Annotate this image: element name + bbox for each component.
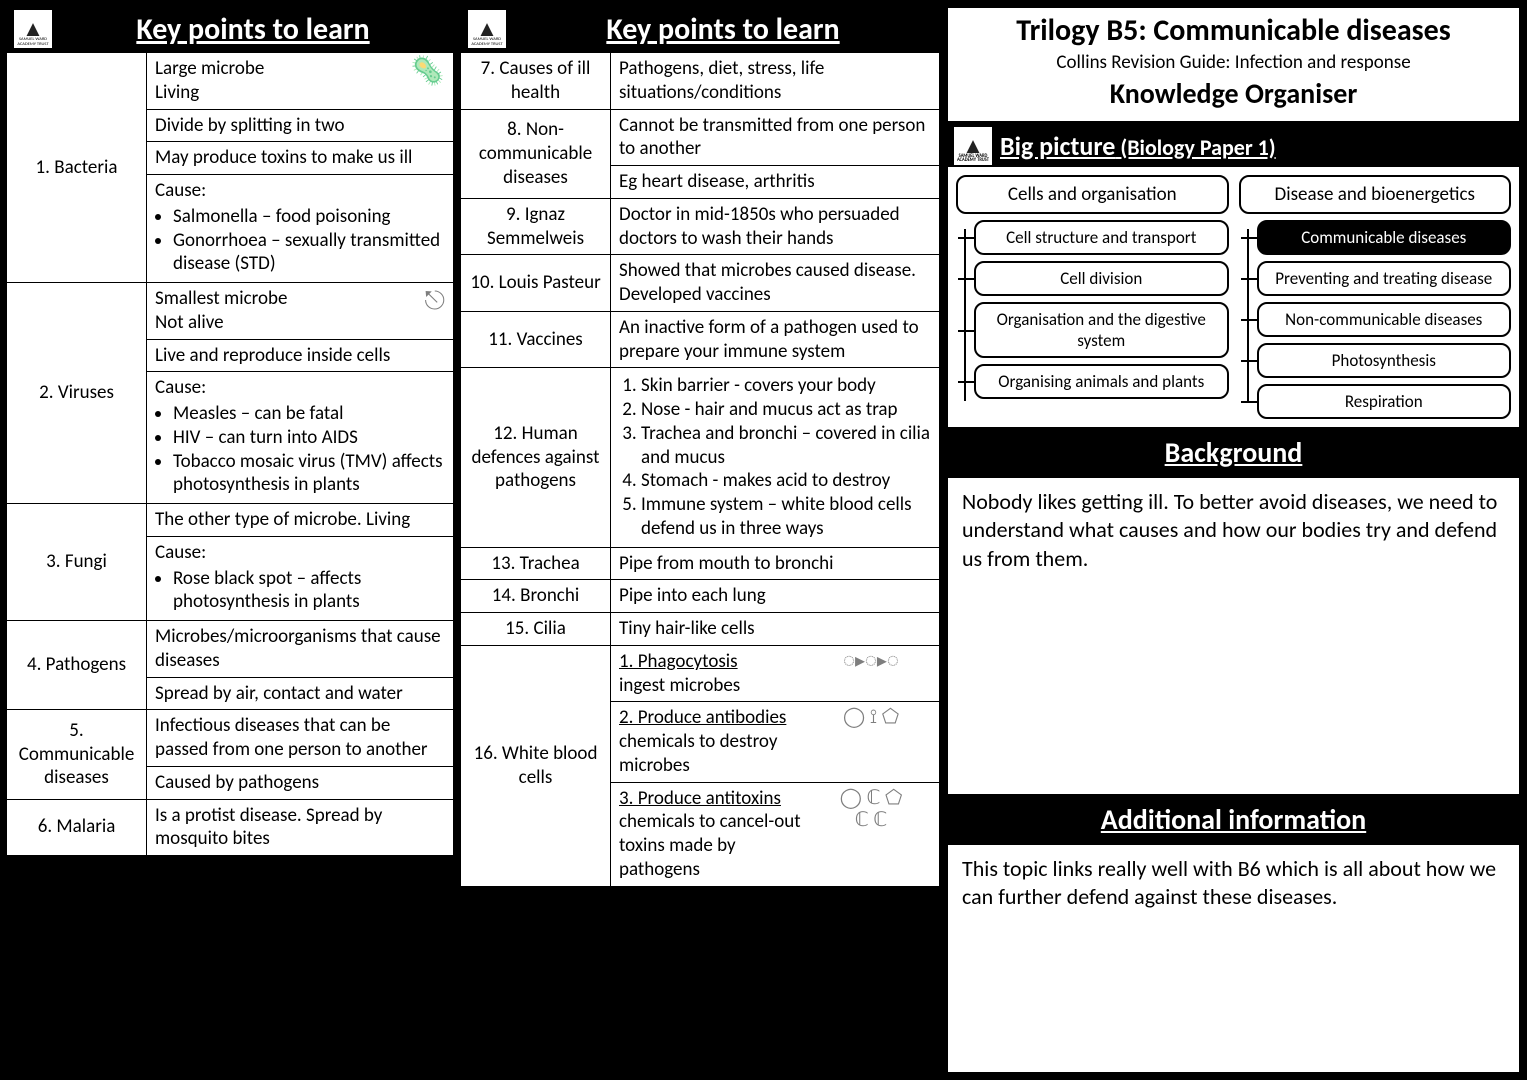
term-7: 7. Causes of ill health [461,53,611,110]
phagocytosis-icon: ◌▸◌▸◌ [811,650,931,672]
def-pathogens-2: Spread by air, contact and water [147,677,454,710]
def-8b: Eg heart disease, arthritis [611,166,940,199]
column-1: Key points to learn 1. Bacteria 🦠Large m… [6,6,454,1074]
def-communicable-2: Caused by pathogens [147,766,454,799]
term-15: 15. Cilia [461,613,611,646]
def-fungi-2: Cause: Rose black spot – affects photosy… [147,536,454,620]
background-header: Background [946,429,1521,476]
bigpicture-box: Big picture (Biology Paper 1) Cells and … [946,123,1521,429]
def-14: Pipe into each lung [611,580,940,613]
title-card: Trilogy B5: Communicable diseases Collin… [946,6,1521,123]
term-14: 14. Bronchi [461,580,611,613]
bacteria-icon: 🦠 [410,57,445,85]
title-line1: Trilogy B5: Communicable diseases [958,14,1509,49]
term-malaria: 6. Malaria [7,799,147,856]
bp-right-top: Disease and bioenergetics [1239,175,1512,214]
bp-right-4: Photosynthesis [1257,343,1512,378]
def-13: Pipe from mouth to bronchi [611,547,940,580]
def-bacteria-3: May produce toxins to make us ill [147,142,454,175]
def-fungi-1: The other type of microbe. Living [147,504,454,537]
term-communicable: 5. Communicable diseases [7,710,147,799]
def-communicable-1: Infectious diseases that can be passed f… [147,710,454,767]
background-text: Nobody likes getting ill. To better avoi… [946,476,1521,796]
bigpicture-header: Big picture (Biology Paper 1) [948,125,1519,167]
def-viruses-1: ⎋Smallest microbe Not alive [147,283,454,340]
title-line2: Collins Revision Guide: Infection and re… [958,51,1509,74]
term-11: 11. Vaccines [461,311,611,368]
bigpicture-body: Cells and organisation Cell structure an… [948,167,1519,427]
page: Key points to learn 1. Bacteria 🦠Large m… [0,0,1527,1080]
term-13: 13. Trachea [461,547,611,580]
additional-text: This topic links really well with B6 whi… [946,843,1521,1074]
def-10: Showed that microbes caused disease. Dev… [611,255,940,312]
column-2: Key points to learn 7. Causes of ill hea… [460,6,940,1074]
term-fungi: 3. Fungi [7,504,147,621]
def-11: An inactive form of a pathogen used to p… [611,311,940,368]
bp-left-2: Cell division [974,261,1229,296]
def-9: Doctor in mid-1850s who persuaded doctor… [611,198,940,255]
def-15: Tiny hair-like cells [611,613,940,646]
term-viruses: 2. Viruses [7,283,147,504]
bp-left-1: Cell structure and transport [974,220,1229,255]
logo-icon [468,10,506,48]
virus-icon: ⎋ [424,287,445,313]
bp-right-2: Preventing and treating disease [1257,261,1512,296]
additional-header: Additional information [946,796,1521,843]
def-bacteria-4: Cause: Salmonella – food poisoning Gonor… [147,175,454,283]
def-bacteria-1: 🦠Large microbe Living [147,53,454,110]
term-8: 8. Non-communicable diseases [461,109,611,198]
def-pathogens-1: Microbes/microorganisms that cause disea… [147,621,454,678]
bp-right-5: Respiration [1257,384,1512,419]
bp-left-col: Cells and organisation Cell structure an… [956,175,1229,419]
def-16-3: 3. Produce antitoxinschemicals to cancel… [611,782,940,886]
bp-left-4: Organising animals and plants [974,364,1229,399]
def-malaria: Is a protist disease. Spread by mosquito… [147,799,454,856]
def-16-1: 1. Phagocytosisingest microbes ◌▸◌▸◌ [611,645,940,702]
keypoints-table-1: 1. Bacteria 🦠Large microbe Living Divide… [6,52,454,856]
antibodies-icon: ◯ ⟟ ⬠ [811,706,931,728]
bp-right-3: Non-communicable diseases [1257,302,1512,337]
col1-header: Key points to learn [6,6,454,52]
column-3: Trilogy B5: Communicable diseases Collin… [946,6,1521,1074]
col2-header: Key points to learn [460,6,940,52]
bp-left-3: Organisation and the digestive system [974,302,1229,358]
logo-icon [954,127,992,165]
keypoints-table-2: 7. Causes of ill health Pathogens, diet,… [460,52,940,887]
title-line3: Knowledge Organiser [958,76,1509,111]
antitoxins-icon: ◯ ℂ ⬠ℂ ℂ [811,787,931,831]
def-viruses-3: Cause: Measles – can be fatal HIV – can … [147,372,454,504]
term-9: 9. Ignaz Semmelweis [461,198,611,255]
def-12: Skin barrier - covers your body Nose - h… [611,368,940,547]
def-viruses-2: Live and reproduce inside cells [147,339,454,372]
col2-title: Key points to learn [514,11,932,48]
col1-title: Key points to learn [60,11,446,48]
term-12: 12. Human defences against pathogens [461,368,611,547]
def-7: Pathogens, diet, stress, life situations… [611,53,940,110]
term-10: 10. Louis Pasteur [461,255,611,312]
term-16: 16. White blood cells [461,645,611,886]
logo-icon [14,10,52,48]
def-16-2: 2. Produce antibodieschemicals to destro… [611,702,940,782]
def-8a: Cannot be transmitted from one person to… [611,109,940,166]
bp-right-1: Communicable diseases [1257,220,1512,255]
bp-right-col: Disease and bioenergetics Communicable d… [1239,175,1512,419]
term-pathogens: 4. Pathogens [7,621,147,710]
def-bacteria-2: Divide by splitting in two [147,109,454,142]
bp-left-top: Cells and organisation [956,175,1229,214]
term-bacteria: 1. Bacteria [7,53,147,283]
